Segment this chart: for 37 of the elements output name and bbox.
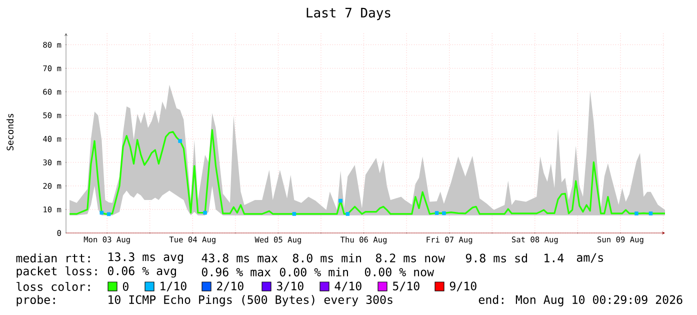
point [346, 212, 350, 216]
y-axis-title: Seconds [6, 114, 14, 150]
legend-label: 0 [122, 282, 128, 291]
legend-label: 2/10 [217, 282, 244, 292]
text: 0.06 % avg [108, 266, 176, 278]
text: 0.00 % now [364, 268, 434, 276]
point [434, 211, 439, 215]
point [106, 212, 111, 216]
text: packet loss: [16, 266, 97, 278]
legend-label: 3/10 [276, 282, 304, 292]
text: 10 ICMP Echo Pings (500 Bytes) every 300s [108, 295, 392, 306]
chart-title: Last 7 Days [306, 8, 390, 20]
text: 13.3 ms avg [108, 252, 183, 264]
legend-title: loss color: [16, 282, 90, 291]
text: 8.0 ms min [292, 254, 362, 262]
point [648, 212, 653, 216]
point [442, 211, 446, 216]
text: 9.8 ms sd [466, 254, 527, 262]
text: end: Mon Aug 10 00:29:09 2026 [478, 295, 682, 306]
text: am/s [576, 253, 603, 263]
text: probe: [16, 295, 55, 306]
point [634, 212, 638, 216]
text: 0.00 % min [280, 268, 348, 276]
point [203, 210, 207, 215]
legend-label: 1/10 [160, 282, 186, 292]
text: 1.4 [544, 254, 564, 262]
point [292, 212, 296, 216]
legend-label: 9/10 [450, 282, 476, 292]
point [100, 210, 104, 215]
point [338, 198, 342, 203]
point [178, 139, 182, 143]
text: 43.8 ms max [202, 254, 278, 262]
text: median rtt: [16, 254, 90, 262]
legend-label: 5/10 [393, 282, 420, 292]
text: 8.2 ms now [376, 254, 446, 262]
text: 0.96 % max [202, 268, 271, 276]
legend-label: 4/10 [334, 282, 362, 292]
